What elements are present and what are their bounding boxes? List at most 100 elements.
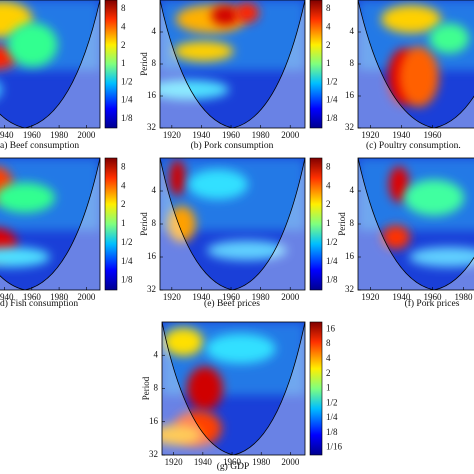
colorbar (309, 321, 323, 456)
colorbar-label: 1/2 (326, 76, 338, 86)
colorbar-label: 2 (326, 368, 331, 378)
y-tick-label: 8 (350, 58, 355, 68)
power-region (0, 247, 50, 267)
x-tick-label: 1940 (0, 292, 14, 302)
colorbar (309, 157, 323, 291)
x-tick-label: 2000 (77, 130, 96, 140)
x-tick-label: 1960 (23, 130, 42, 140)
cone-of-influence-shade (160, 158, 305, 290)
y-axis-label: Period (141, 376, 151, 400)
caption: (f) Pork prices (405, 298, 460, 309)
x-tick-label: 1960 (223, 457, 242, 467)
colorbar-label: 16 (326, 323, 336, 333)
colorbar-label: 2 (326, 199, 331, 209)
power-region (235, 2, 259, 23)
panel: 1920 1940 1960 1980 2000 4 8 16 32 Period (b) Pork… (139, 0, 338, 151)
colorbar-label: 1/4 (121, 95, 133, 105)
colorbar-label: 8 (326, 338, 331, 348)
power-region (404, 179, 464, 216)
x-tick-label: 1980 (252, 292, 271, 302)
power-region (429, 23, 470, 54)
cone-of-influence (0, 158, 100, 290)
colorbar (104, 0, 118, 129)
plot-frame (0, 157, 101, 291)
colorbar-label: 1/4 (326, 95, 338, 105)
colorbar-label: 4 (121, 180, 126, 190)
cone-of-influence (0, 0, 100, 128)
panel: 1920 1940 1960 4 8 16 32 (c) Poultry consumptio… (345, 0, 474, 151)
y-tick-label: 4 (152, 185, 157, 195)
y-tick-label: 4 (152, 26, 157, 36)
heatmap (160, 0, 305, 128)
colorbar-label: 1/8 (326, 275, 338, 285)
power-region (7, 22, 58, 67)
caption: (e) Beef prices (204, 298, 260, 309)
y-tick-label: 16 (147, 90, 157, 100)
colorbar-label: 1/4 (326, 256, 338, 266)
colorbar-label: 1 (326, 218, 331, 228)
caption: (b) Pork consumption (191, 140, 274, 151)
colorbar-label: 1/8 (326, 113, 338, 123)
y-tick-label: 8 (152, 58, 157, 68)
colorbar-label: 4 (326, 180, 331, 190)
cone-of-influence (358, 0, 474, 128)
colorbar-label: 1 (326, 383, 331, 393)
heatmap (0, 158, 100, 290)
power-region (398, 46, 439, 107)
y-tick-label: 8 (154, 383, 159, 393)
heatmap (358, 158, 474, 290)
panel: 1920 1940 1960 1980 2000 4 8 16 32 Period (g) GDP 1… (141, 321, 343, 472)
cone-of-influence (162, 322, 305, 455)
colorbar-label: 1 (326, 58, 331, 68)
y-tick-label: 32 (147, 122, 156, 132)
y-tick-label: 8 (350, 218, 355, 228)
colorbar-label: 8 (326, 3, 331, 13)
cone-of-influence (160, 0, 305, 128)
power-region (160, 79, 229, 100)
x-tick-label: 1960 (222, 292, 241, 302)
cone-of-influence-shade (0, 0, 100, 128)
y-axis-label: Period (139, 52, 149, 76)
colorbar-label: 1/16 (326, 442, 343, 452)
panel: 1920 1940 1960 1980 4 8 16 32 Period (f) Pork pri… (337, 157, 474, 309)
power-region (167, 206, 196, 242)
colorbar-label: 1/8 (326, 427, 338, 437)
y-tick-label: 16 (345, 251, 355, 261)
y-tick-label: 32 (345, 122, 354, 132)
colorbar (104, 157, 118, 291)
x-tick-label: 1920 (163, 292, 182, 302)
power-region (188, 169, 248, 200)
power-region (163, 327, 204, 356)
x-tick-label: 1980 (50, 130, 69, 140)
caption: (c) Poultry consumption. (366, 140, 461, 151)
x-tick-label: 1920 (163, 130, 182, 140)
y-tick-label: 4 (350, 26, 355, 36)
y-tick-label: 32 (149, 449, 158, 459)
cone-of-influence (160, 158, 305, 290)
power-region (389, 166, 410, 203)
colorbar-label: 8 (326, 161, 331, 171)
colorbar-label: 8 (121, 3, 126, 13)
heatmap (162, 322, 305, 455)
y-tick-label: 4 (350, 185, 355, 195)
x-tick-label: 1960 (222, 130, 241, 140)
colorbar (309, 0, 323, 129)
x-tick-label: 1940 (392, 130, 411, 140)
power-region (0, 182, 55, 213)
colorbar-label: 1/8 (121, 275, 133, 285)
x-tick-label: 1940 (192, 130, 211, 140)
caption: (g) GDP (217, 461, 249, 472)
x-tick-label: 2000 (281, 130, 300, 140)
y-tick-label: 4 (154, 349, 159, 359)
heatmap (0, 0, 100, 128)
cone-of-influence-shade (162, 322, 305, 455)
x-tick-label: 2000 (281, 457, 300, 467)
colorbar-label: 1/2 (121, 76, 133, 86)
colorbar-label: 1/4 (121, 256, 133, 266)
x-tick-label: 1960 (423, 292, 442, 302)
cone-of-influence (358, 158, 474, 290)
x-tick-label: 1960 (423, 130, 442, 140)
power-region (205, 333, 276, 364)
colorbar-label: 1/8 (121, 113, 133, 123)
x-tick-label: 1980 (50, 292, 69, 302)
